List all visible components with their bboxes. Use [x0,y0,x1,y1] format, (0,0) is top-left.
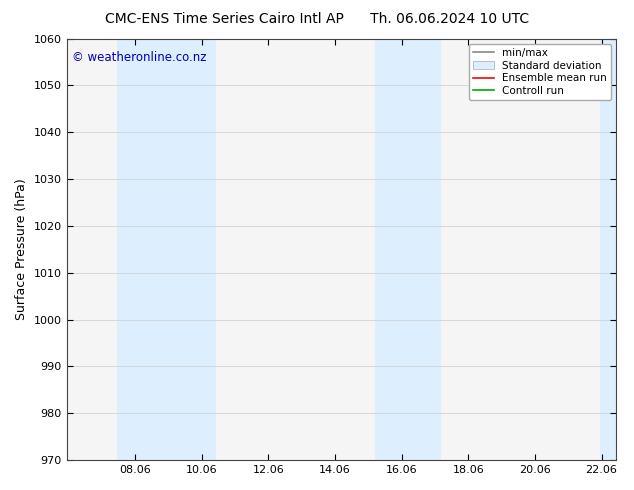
Bar [117,39,216,460]
Text: CMC-ENS Time Series Cairo Intl AP      Th. 06.06.2024 10 UTC: CMC-ENS Time Series Cairo Intl AP Th. 06… [105,12,529,26]
Bar [375,39,441,460]
Bar [600,39,616,460]
Text: © weatheronline.co.nz: © weatheronline.co.nz [72,51,207,64]
Y-axis label: Surface Pressure (hPa): Surface Pressure (hPa) [15,178,28,320]
Legend: min/max, Standard deviation, Ensemble mean run, Controll run: min/max, Standard deviation, Ensemble me… [469,44,611,100]
